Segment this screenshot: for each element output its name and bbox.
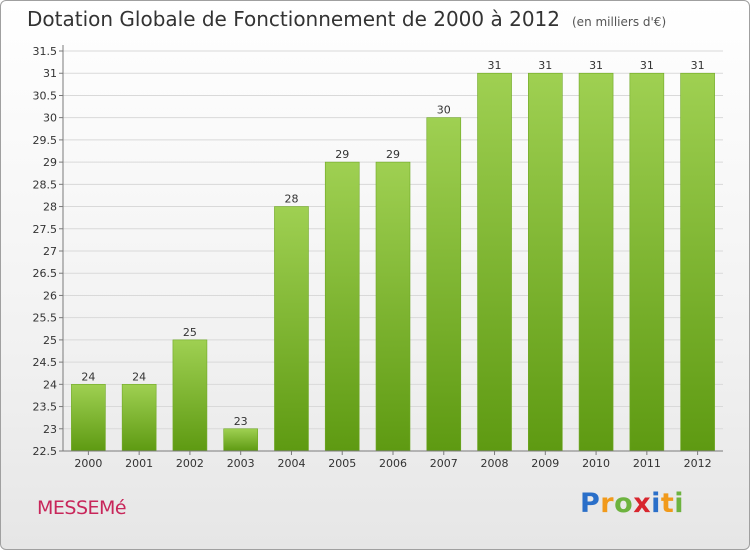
x-tick-label: 2004: [277, 457, 305, 470]
x-tick-label: 2007: [430, 457, 458, 470]
y-tick-label: 27.5: [33, 223, 58, 236]
bar-2005: [324, 161, 360, 452]
logo-letter: x: [633, 488, 652, 519]
y-tick-label: 24: [43, 378, 57, 391]
bar-2007: [426, 117, 462, 452]
data-label-2009: 31: [538, 59, 552, 72]
data-label-2007: 30: [437, 104, 451, 117]
chart-title-text: Dotation Globale de Fonctionnement de 20…: [27, 7, 560, 31]
logo-letter: t: [660, 488, 675, 519]
logo-letter: i: [674, 488, 685, 519]
logo-letter: P: [580, 488, 601, 519]
y-tick-label: 26.5: [33, 267, 58, 280]
y-tick-label: 25: [43, 334, 57, 347]
x-tick-label: 2011: [633, 457, 661, 470]
y-tick-label: 31: [43, 67, 57, 80]
x-tick-label: 2001: [125, 457, 153, 470]
x-tick-label: 2003: [227, 457, 255, 470]
y-tick-label: 26: [43, 289, 57, 302]
bar-2009: [528, 72, 563, 452]
bar-2010: [578, 72, 614, 452]
x-tick-label: 2005: [328, 457, 356, 470]
data-label-2005: 29: [335, 148, 349, 161]
x-tick-label: 2012: [684, 457, 712, 470]
data-labels: 24 24 25 23 28 29 29 30 31 31 31 31 31: [81, 59, 704, 428]
y-tick-label: 27: [43, 245, 57, 258]
y-tick-label: 28.5: [33, 178, 58, 191]
y-tick-label: 29: [43, 156, 57, 169]
chart-subtitle: (en milliers d'€): [572, 15, 667, 29]
bar-2002: [172, 339, 208, 452]
bar-2001: [121, 384, 157, 452]
logo-letter: r: [600, 488, 615, 519]
x-tick-label: 2010: [582, 457, 610, 470]
chart-title: Dotation Globale de Fonctionnement de 20…: [27, 7, 666, 31]
y-tick-label: 23: [43, 423, 57, 436]
bar-2004: [274, 206, 309, 452]
y-tick-label: 24.5: [33, 356, 58, 369]
x-tick-label: 2002: [176, 457, 204, 470]
data-label-2011: 31: [640, 59, 654, 72]
bars: [71, 72, 715, 452]
x-tick-label: 2009: [531, 457, 559, 470]
y-tick-label: 29.5: [33, 134, 58, 147]
bar-2008: [477, 72, 512, 452]
x-tick-label: 2006: [379, 457, 407, 470]
bar-2006: [375, 161, 411, 452]
data-label-2000: 24: [81, 370, 95, 383]
y-tick-label: 22.5: [33, 445, 58, 458]
y-tick-label: 30.5: [33, 89, 58, 102]
x-tick-label: 2008: [481, 457, 509, 470]
data-label-2010: 31: [589, 59, 603, 72]
data-label-2012: 31: [691, 59, 705, 72]
commune-name: MESSEMé: [37, 497, 127, 519]
data-label-2003: 23: [234, 415, 248, 428]
data-label-2006: 29: [386, 148, 400, 161]
x-tick-label: 2000: [74, 457, 102, 470]
y-tick-label: 31.5: [33, 45, 58, 58]
logo-letter: i: [651, 488, 661, 519]
bar-2011: [629, 72, 665, 452]
bar-2000: [71, 384, 106, 452]
logo-letter: o: [614, 488, 634, 519]
data-label-2001: 24: [132, 370, 146, 383]
y-tick-label: 28: [43, 201, 57, 214]
data-label-2002: 25: [183, 326, 197, 339]
data-label-2008: 31: [488, 59, 502, 72]
bar-2012: [680, 72, 715, 452]
y-tick-label: 30: [43, 112, 57, 125]
bar-2003: [223, 428, 258, 452]
y-tick-label: 23.5: [33, 401, 58, 414]
y-tick-label: 25.5: [33, 312, 58, 325]
data-label-2004: 28: [284, 193, 298, 206]
axes: 22.5 23 23.5 24 24.5 25 25.5 26 26.5 27 27.5 28 28.5…: [33, 45, 723, 470]
proxiti-logo[interactable]: Proxiti: [580, 488, 684, 519]
